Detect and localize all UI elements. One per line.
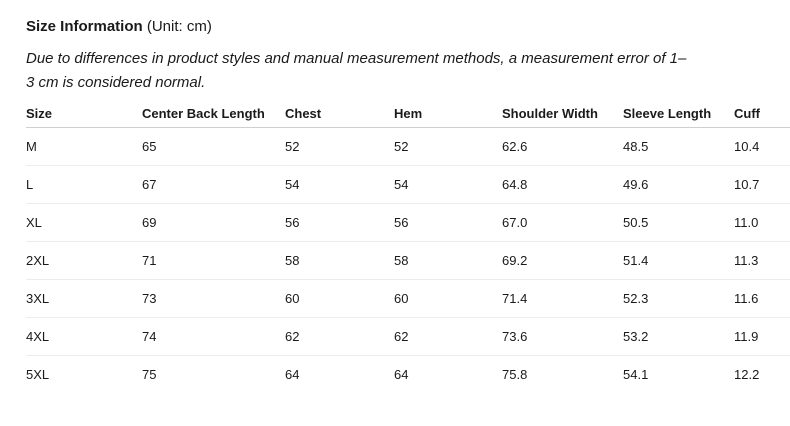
table-cell: 67.0	[502, 203, 623, 242]
table-cell: 11.9	[734, 317, 790, 356]
table-cell: 73	[142, 279, 285, 318]
table-cell: 48.5	[623, 127, 734, 166]
table-cell: 5XL	[26, 367, 50, 382]
table-row: XL 69 56 56 67.0 50.5 11.0	[26, 203, 790, 242]
table-cell: 60	[394, 279, 502, 318]
table-cell: 52.3	[623, 279, 734, 318]
page-title: Size Information (Unit: cm)	[26, 17, 212, 37]
table-cell: 67	[142, 165, 285, 204]
column-header-chest: Chest	[285, 100, 394, 128]
table-cell: 74	[142, 317, 285, 356]
table-cell: 49.6	[623, 165, 734, 204]
table-cell: 51.4	[623, 241, 734, 280]
table-cell: 58	[285, 241, 394, 280]
table-cell: 71.4	[502, 279, 623, 318]
table-cell: 3XL	[26, 279, 142, 318]
note-line-2: 3 cm is considered normal.	[26, 74, 206, 91]
table-cell: 62.6	[502, 127, 623, 166]
table-cell: 56	[285, 203, 394, 242]
measurement-note: Due to differences in product styles and…	[26, 47, 686, 95]
table-cell: 73.6	[502, 317, 623, 356]
table-cell: 11.0	[734, 203, 790, 242]
table-cell: 62	[394, 317, 502, 356]
table-cell: 56	[394, 203, 502, 242]
note-line-1: Due to differences in product styles and…	[26, 50, 687, 67]
column-header-sleeve-length: Sleeve Length	[623, 100, 734, 128]
table-cell: 60	[285, 279, 394, 318]
table-cell: 75.8	[502, 367, 528, 382]
table-cell: 64	[394, 367, 409, 382]
table-cell: 64	[285, 367, 300, 382]
table-cell: L	[26, 165, 142, 204]
size-table: Size Center Back Length Chest Hem Should…	[26, 100, 790, 393]
table-cell: 54.1	[623, 367, 649, 382]
table-cell: 54	[394, 165, 502, 204]
table-row: 4XL 74 62 62 73.6 53.2 11.9	[26, 317, 790, 356]
column-header-size: Size	[26, 100, 142, 128]
table-cell: 69.2	[502, 241, 623, 280]
table-header-row: Size Center Back Length Chest Hem Should…	[26, 100, 790, 128]
table-row: 5XL 75 64 64 75.8 54.1 12.2	[26, 356, 790, 394]
table-cell: XL	[26, 203, 142, 242]
column-header-center-back-length: Center Back Length	[142, 100, 285, 128]
title-text: Size Information	[26, 18, 143, 35]
table-cell: 4XL	[26, 317, 142, 356]
table-row: 3XL 73 60 60 71.4 52.3 11.6	[26, 279, 790, 318]
table-cell: 54	[285, 165, 394, 204]
column-header-shoulder-width: Shoulder Width	[502, 100, 623, 128]
table-cell: 50.5	[623, 203, 734, 242]
table-cell: 2XL	[26, 241, 142, 280]
table-row: 2XL 71 58 58 69.2 51.4 11.3	[26, 241, 790, 280]
table-cell: M	[26, 127, 142, 166]
table-cell: 64.8	[502, 165, 623, 204]
table-cell: 12.2	[734, 367, 760, 382]
table-row: L 67 54 54 64.8 49.6 10.7	[26, 165, 790, 204]
table-cell: 65	[142, 127, 285, 166]
table-cell: 10.7	[734, 165, 790, 204]
column-header-hem: Hem	[394, 100, 502, 128]
table-cell: 11.6	[734, 279, 790, 318]
title-unit: (Unit: cm)	[146, 18, 212, 35]
table-cell: 71	[142, 241, 285, 280]
table-cell: 53.2	[623, 317, 734, 356]
table-cell: 10.4	[734, 127, 790, 166]
table-cell: 75	[142, 367, 157, 382]
table-row: M 65 52 52 62.6 48.5 10.4	[26, 127, 790, 166]
table-cell: 52	[394, 127, 502, 166]
table-cell: 69	[142, 203, 285, 242]
column-header-cuff: Cuff	[734, 100, 790, 128]
table-cell: 52	[285, 127, 394, 166]
table-cell: 58	[394, 241, 502, 280]
table-cell: 11.3	[734, 241, 790, 280]
table-cell: 62	[285, 317, 394, 356]
